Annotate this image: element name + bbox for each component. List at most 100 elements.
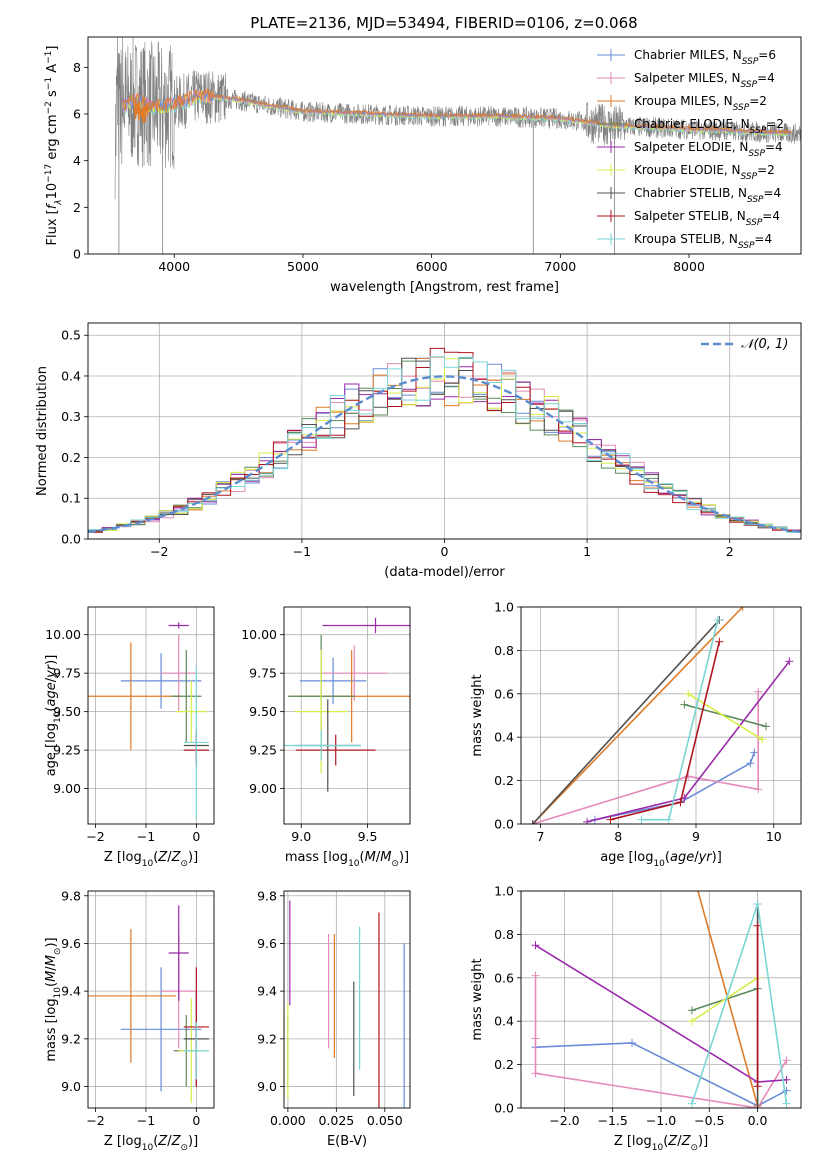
mass_vs_Z-xlabel: Z [log10(Z/Z⊙)] (104, 1134, 198, 1153)
age_vs_mass-xlabel: mass [log10(M/M⊙)] (285, 850, 409, 869)
y-tick-label: 9.8 (257, 888, 277, 903)
y-tick-label: 1.0 (494, 884, 514, 899)
y-tick-label: 9.4 (61, 984, 81, 999)
mass_vs_Z-plot (88, 905, 209, 1104)
legend-entry: Kroupa ELODIE, NSSP=2 (634, 163, 775, 182)
x-tick-label: −2 (86, 829, 104, 844)
residual-histogram-step (88, 357, 801, 533)
y-tick-label: 0.2 (494, 773, 514, 788)
mass_vs_ebv-plot (287, 900, 405, 1108)
residuals-ylabel: Normed distribution (35, 366, 50, 496)
x-tick-label: 1 (583, 544, 591, 559)
y-tick-label: 9.25 (249, 743, 277, 758)
y-tick-label: 0.2 (61, 450, 81, 465)
x-tick-label: 10 (766, 829, 782, 844)
weight-line (594, 752, 756, 821)
y-tick-label: 9.2 (61, 1031, 81, 1046)
weight_vs_age-xlabel: age [log10(age/yr)] (600, 850, 722, 869)
age_vs_Z-axes: −2 −1 0 9.00 9.25 9.50 9.75 10.00 (45, 606, 215, 844)
x-tick-label: 9.0 (291, 829, 311, 844)
y-tick-label: 0.5 (61, 328, 81, 343)
weight_vs_age-axes: 7 8 9 10 0.0 0.2 0.4 0.6 0.8 1.0 (494, 600, 802, 844)
residual-histogram-step (88, 347, 801, 533)
age_vs_Z-xlabel: Z [log10(Z/Z⊙)] (104, 850, 198, 869)
x-tick-label: 0.0 (748, 1113, 768, 1128)
y-tick-label: 9.8 (61, 888, 81, 903)
spectrum-plot (114, 37, 801, 254)
y-tick-label: 9.25 (53, 743, 81, 758)
legend-entry: Kroupa MILES, NSSP=2 (634, 94, 767, 113)
age_vs_Z-ylabel: age [log10(age/yr)] (44, 655, 63, 777)
y-tick-label: 0.2 (494, 1057, 514, 1072)
x-tick-label: 0 (192, 1113, 200, 1128)
x-tick-label: 7000 (544, 259, 576, 274)
y-tick-label: 0.3 (61, 409, 81, 424)
y-tick-label: 0.4 (494, 1014, 514, 1029)
legend-entry: Salpeter MILES, NSSP=4 (634, 71, 775, 90)
weight-line (684, 703, 767, 728)
weight-line (691, 977, 759, 1022)
y-tick-label: 9.4 (257, 984, 277, 999)
x-tick-label: −1 (293, 544, 311, 559)
x-tick-label: 2 (726, 544, 734, 559)
x-tick-label: 0.000 (270, 1113, 306, 1128)
x-tick-label: −1.5 (598, 1113, 628, 1128)
y-tick-label: 0.6 (494, 686, 514, 701)
x-tick-label: 8 (614, 829, 622, 844)
legend-entry: Chabrier ELODIE, NSSP=2 (634, 117, 784, 136)
y-tick-label: 9.00 (249, 781, 277, 796)
y-tick-label: 9.0 (257, 1079, 277, 1094)
mass_vs_ebv-frame (283, 890, 411, 1109)
y-tick-label: 0.4 (61, 368, 81, 383)
weight_vs_Z-xlabel: Z [log10(Z/Z⊙)] (614, 1134, 708, 1153)
weight-line (641, 619, 719, 821)
legend-entry: Kroupa STELIB, NSSP=4 (634, 232, 772, 251)
spectrum-axes: 4000 5000 6000 7000 8000 0 2 4 6 8 (73, 36, 802, 274)
weight-line (687, 693, 763, 741)
x-tick-label: 6000 (416, 259, 448, 274)
age_vs_Z-plot (88, 622, 209, 820)
legend-entry: Salpeter STELIB, NSSP=4 (634, 209, 780, 228)
x-tick-label: −0.5 (694, 1113, 724, 1128)
y-tick-label: 8 (73, 60, 81, 75)
y-tick-label: 6 (73, 107, 81, 122)
x-tick-label: 7 (536, 829, 544, 844)
x-tick-label: 5000 (287, 259, 319, 274)
legend-entry: 𝒩(0, 1) (741, 337, 788, 352)
y-tick-label: 0.0 (494, 817, 514, 832)
weight_vs_age-plot (528, 607, 794, 824)
x-tick-label: 4000 (158, 259, 190, 274)
weight-line (610, 641, 721, 821)
y-tick-label: 0.4 (494, 730, 514, 745)
weight-line (535, 1042, 787, 1107)
weight_vs_Z-plot (531, 891, 791, 1108)
spectrum-frame (87, 36, 802, 255)
y-tick-label: 0.1 (61, 491, 81, 506)
residual-histogram-step (88, 366, 801, 533)
mass_vs_Z-axes: −2 −1 0 9.0 9.2 9.4 9.6 9.8 (61, 888, 215, 1128)
y-tick-label: 9.6 (61, 936, 81, 951)
y-tick-label: 0 (73, 247, 81, 262)
x-tick-label: −1 (137, 829, 155, 844)
weight-line (532, 607, 744, 824)
weight_vs_age-frame (520, 606, 802, 825)
weight_vs_Z-axes: −2.0 −1.5 −1.0 −0.5 0.0 0.0 0.2 0.4 0.6 0.8 1.0 (494, 884, 802, 1128)
weight-line (532, 691, 759, 824)
mass_vs_Z-ylabel: mass [log10(M/M⊙)] (44, 937, 63, 1061)
y-tick-label: 10.00 (45, 627, 81, 642)
y-tick-label: 9.6 (257, 936, 277, 951)
age_vs_mass-axes: 9.0 9.5 9.00 9.25 9.50 9.75 10.00 (241, 606, 411, 844)
y-tick-label: 9.50 (249, 704, 277, 719)
y-tick-label: 0.6 (494, 970, 514, 985)
y-tick-label: 0.8 (494, 643, 514, 658)
y-tick-label: 9.50 (53, 704, 81, 719)
age_vs_mass-plot (284, 617, 410, 792)
x-tick-label: 0 (441, 544, 449, 559)
mass_vs_ebv-axes: 0.000 0.025 0.050 9.0 9.2 9.4 9.6 9.8 (257, 888, 411, 1128)
y-tick-label: 9.2 (257, 1031, 277, 1046)
legend-entry: Chabrier MILES, NSSP=6 (634, 48, 776, 67)
x-tick-label: −1.0 (646, 1113, 676, 1128)
weight-line (532, 619, 720, 824)
